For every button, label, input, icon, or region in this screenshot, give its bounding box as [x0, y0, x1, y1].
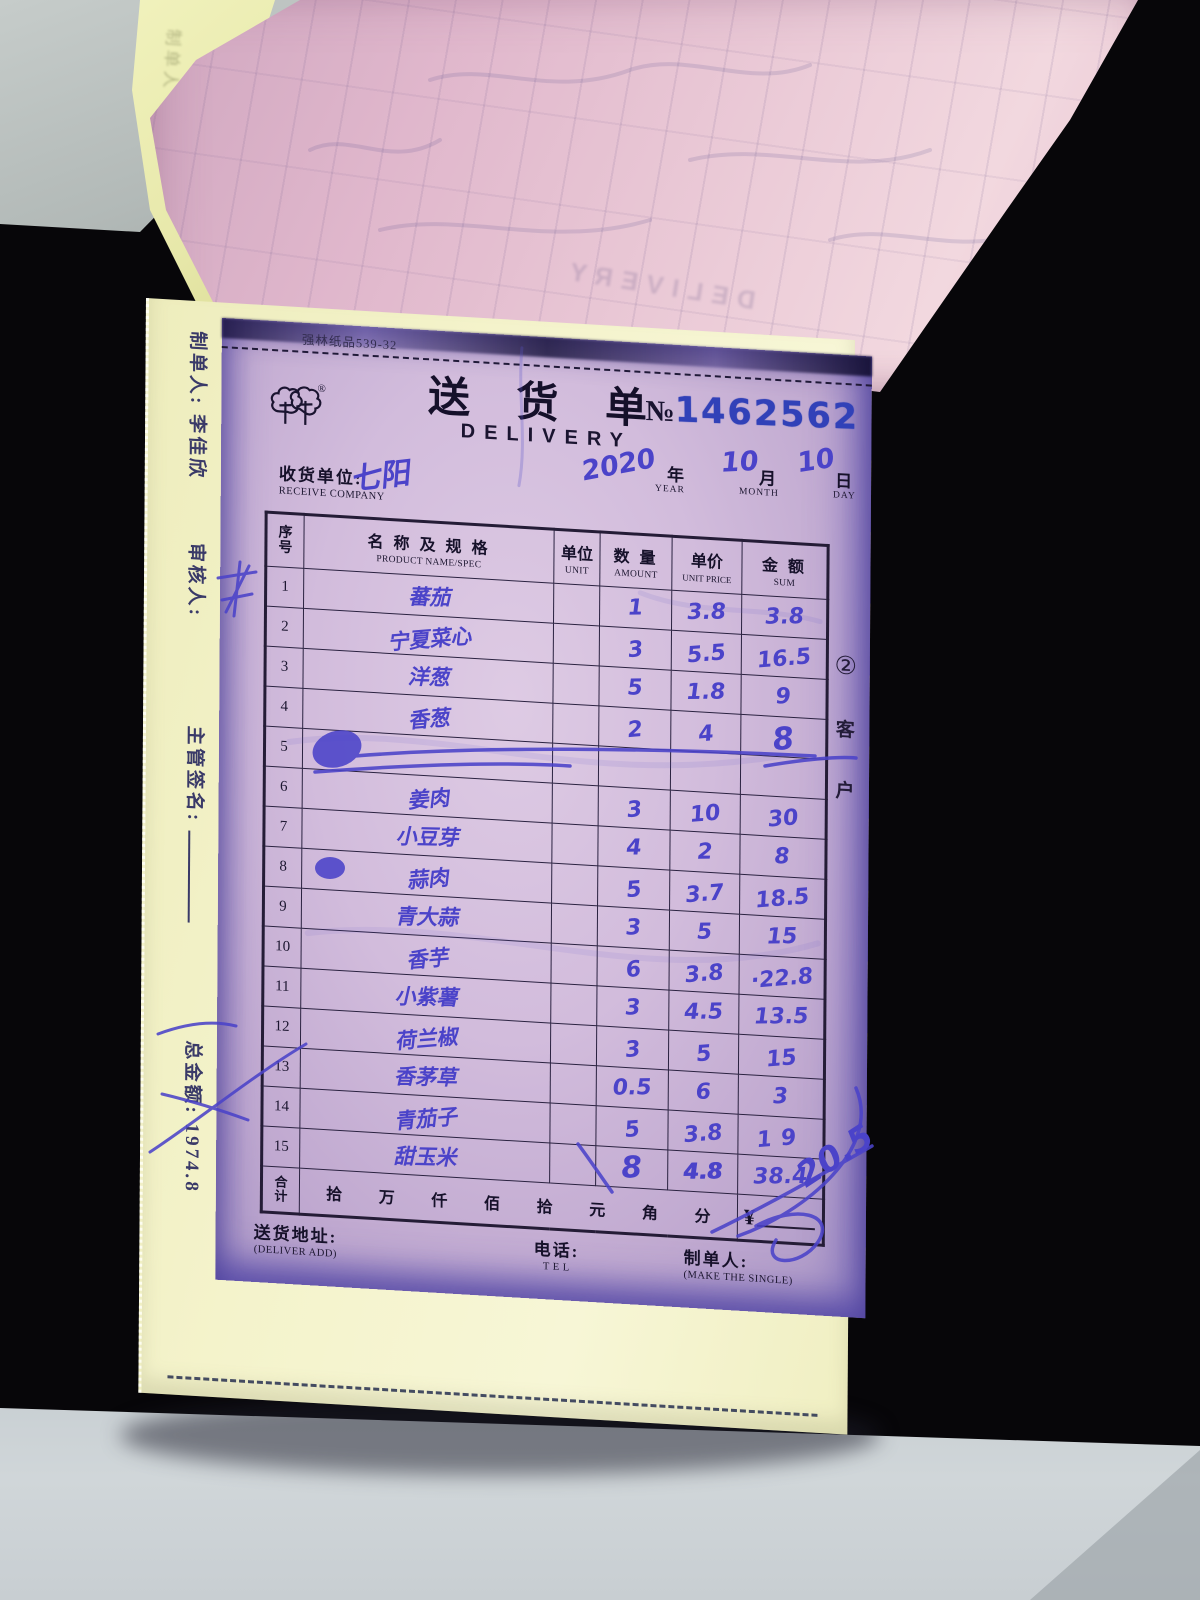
brand-tree-logo-icon: ® — [265, 377, 326, 438]
pink-delivery-sheet: 强林纸品539-32 ® 送 货 单 DELIVERY №1462562 收货单… — [215, 318, 872, 1319]
stub-column-text: 制单人: 李佳欣 审核人: 主管签名: 总金额: 1974.8 — [177, 330, 212, 1531]
stub-signature-line — [187, 830, 205, 924]
stub-total-value: 1974.8 — [180, 1122, 203, 1195]
logo-registered-mark: ® — [318, 383, 326, 395]
stub-maker-label: 制单人: — [186, 330, 208, 407]
sheet-ink-bleed — [286, 346, 823, 964]
stub-maker-name: 李佳欣 — [185, 413, 208, 481]
stub-auditor-label: 审核人: — [184, 542, 207, 619]
stub-total-label: 总金额: — [181, 1039, 203, 1117]
stub-supervisor-label: 主管签名: — [183, 725, 206, 824]
